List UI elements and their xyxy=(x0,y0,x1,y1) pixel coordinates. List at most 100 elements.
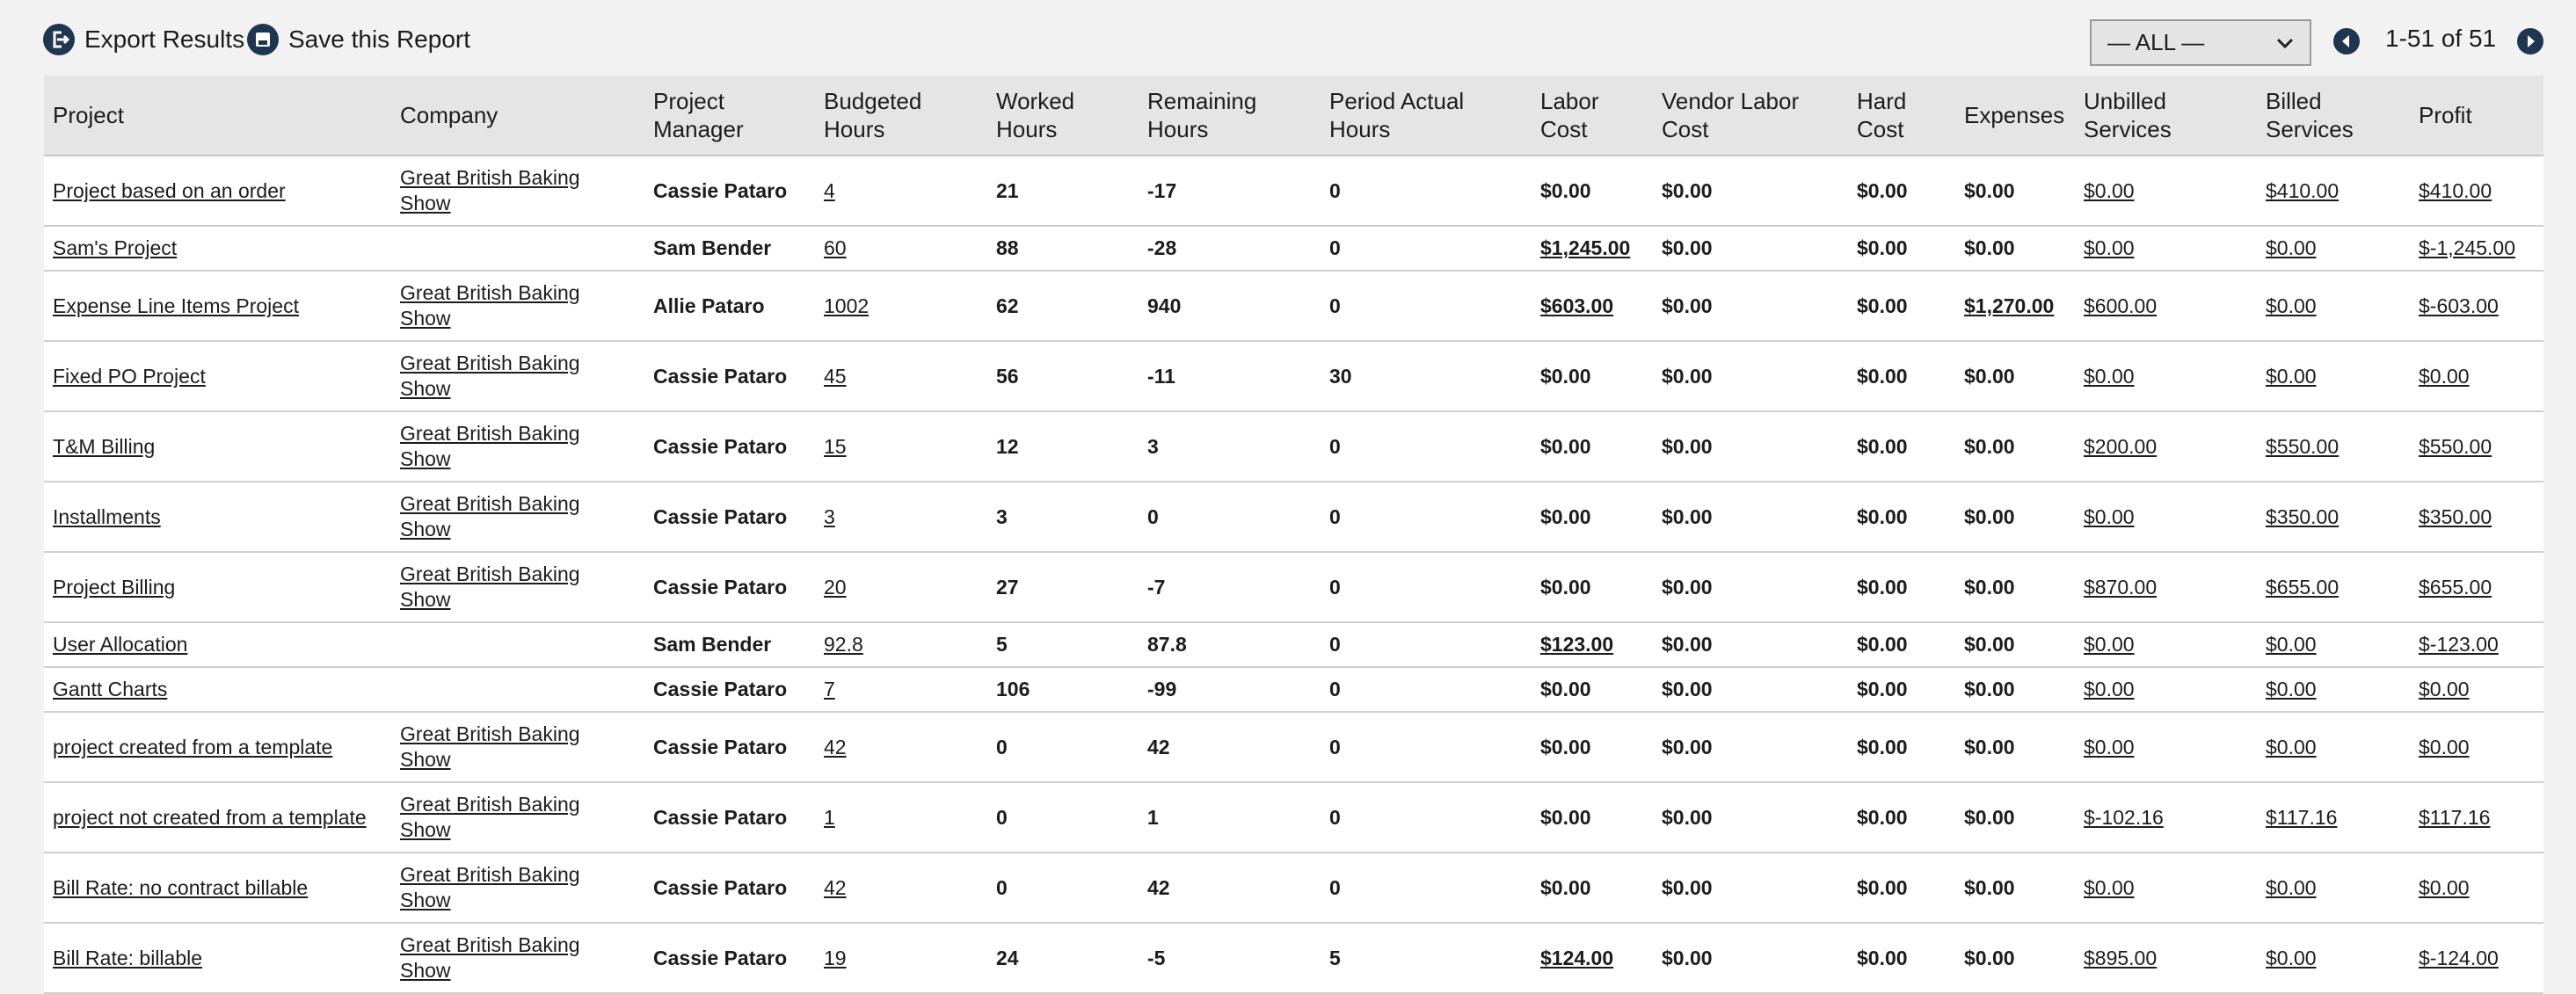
cell-link[interactable]: $117.16 xyxy=(2266,805,2338,829)
prev-page[interactable] xyxy=(2332,27,2361,55)
cell-link[interactable]: 4 xyxy=(824,178,835,202)
cell-link[interactable]: 15 xyxy=(824,434,847,458)
cell-link[interactable]: $-124.00 xyxy=(2419,946,2499,969)
cell-link[interactable]: $600.00 xyxy=(2084,294,2158,317)
cell-link[interactable]: $895.00 xyxy=(2084,946,2158,969)
cell-link[interactable]: $0.00 xyxy=(2266,678,2317,700)
cell-link[interactable]: T&M Billing xyxy=(53,434,156,458)
cell-link[interactable]: $550.00 xyxy=(2266,434,2340,458)
cell-link[interactable]: $0.00 xyxy=(2266,633,2317,656)
cell-text: $0.00 xyxy=(1857,178,1908,202)
cell-link[interactable]: Great British Baking Show xyxy=(400,722,580,771)
cell-link[interactable]: Great British Baking Show xyxy=(400,793,580,841)
cell-link[interactable]: 42 xyxy=(824,875,847,899)
cell-link[interactable]: Sam's Project xyxy=(53,236,178,259)
table-cell: 0 xyxy=(1321,411,1532,482)
cell-link[interactable]: $0.00 xyxy=(2084,364,2135,388)
cell-link[interactable]: Great British Baking Show xyxy=(400,422,580,470)
table-cell: $0.00 xyxy=(2075,853,2257,924)
cell-link[interactable]: $0.00 xyxy=(2084,504,2135,528)
cell-text: -17 xyxy=(1147,178,1177,202)
save-icon xyxy=(247,24,279,55)
cell-link[interactable]: $0.00 xyxy=(2084,678,2135,700)
cell-link[interactable]: 19 xyxy=(824,946,847,969)
cell-link[interactable]: Great British Baking Show xyxy=(400,562,580,611)
cell-link[interactable]: $0.00 xyxy=(2266,236,2317,259)
cell-link[interactable]: Bill Rate: no contract billable xyxy=(53,875,309,899)
cell-link[interactable]: Great British Baking Show xyxy=(400,492,580,541)
cell-link[interactable]: Installments xyxy=(53,504,161,528)
cell-link[interactable]: 7 xyxy=(824,678,835,700)
cell-link[interactable]: $410.00 xyxy=(2419,178,2492,202)
cell-link[interactable]: Bill Rate: billable xyxy=(53,946,203,969)
cell-text: 5 xyxy=(1329,946,1341,969)
cell-link[interactable]: $-603.00 xyxy=(2419,294,2499,317)
cell-link[interactable]: Project Billing xyxy=(53,575,176,599)
cell-link[interactable]: 60 xyxy=(824,236,847,259)
filter-select[interactable]: — ALL — xyxy=(2090,19,2311,66)
cell-link[interactable]: 42 xyxy=(824,735,847,758)
cell-link[interactable]: $-1,245.00 xyxy=(2419,236,2515,259)
cell-link[interactable]: $-123.00 xyxy=(2419,633,2499,656)
cell-link[interactable]: 20 xyxy=(824,575,847,599)
cell-link[interactable]: 3 xyxy=(824,504,835,528)
cell-link[interactable]: Great British Baking Show xyxy=(400,352,580,400)
cell-link[interactable]: $0.00 xyxy=(2084,236,2135,259)
cell-link[interactable]: $117.16 xyxy=(2419,805,2491,829)
table-cell: Great British Baking Show xyxy=(391,712,644,783)
table-cell: project created from a template xyxy=(44,712,391,783)
cell-link[interactable]: $124.00 xyxy=(1540,946,1614,969)
cell-link[interactable]: $0.00 xyxy=(2084,633,2135,656)
cell-text: 0 xyxy=(1329,805,1341,829)
cell-link[interactable]: $0.00 xyxy=(2084,178,2135,202)
table-cell: $0.00 xyxy=(1955,622,2075,668)
cell-link[interactable]: $603.00 xyxy=(1540,294,1614,317)
table-cell: $0.00 xyxy=(2257,622,2410,668)
cell-link[interactable]: $350.00 xyxy=(2419,504,2492,528)
cell-link[interactable]: $0.00 xyxy=(2419,875,2470,899)
cell-link[interactable]: Great British Baking Show xyxy=(400,281,580,330)
cell-link[interactable]: $655.00 xyxy=(2419,575,2492,599)
cell-link[interactable]: 92.8 xyxy=(824,633,863,656)
cell-link[interactable]: $0.00 xyxy=(2419,678,2470,700)
cell-text: $0.00 xyxy=(1964,946,2015,969)
cell-link[interactable]: $350.00 xyxy=(2266,504,2340,528)
cell-link[interactable]: $1,245.00 xyxy=(1540,236,1631,259)
cell-link[interactable]: $0.00 xyxy=(2266,735,2317,758)
cell-link[interactable]: Fixed PO Project xyxy=(53,364,206,388)
table-cell: $870.00 xyxy=(2075,552,2257,623)
cell-link[interactable]: $1,270.00 xyxy=(1964,294,2055,317)
cell-link[interactable]: $0.00 xyxy=(2266,875,2317,899)
cell-link[interactable]: $123.00 xyxy=(1540,633,1614,656)
next-page[interactable] xyxy=(2516,27,2544,55)
cell-link[interactable]: 1 xyxy=(824,805,835,829)
cell-link[interactable]: $410.00 xyxy=(2266,178,2340,202)
cell-link[interactable]: Great British Baking Show xyxy=(400,863,580,911)
cell-link[interactable]: 45 xyxy=(824,364,847,388)
cell-link[interactable]: $0.00 xyxy=(2266,294,2317,317)
cell-link[interactable]: $870.00 xyxy=(2084,575,2158,599)
cell-link[interactable]: Project based on an order xyxy=(53,178,286,202)
cell-link[interactable]: Great British Baking Show xyxy=(400,933,580,982)
cell-link[interactable]: Great British Baking Show xyxy=(400,166,580,214)
cell-link[interactable]: $-102.16 xyxy=(2084,805,2164,829)
cell-link[interactable]: $0.00 xyxy=(2084,735,2135,758)
cell-link[interactable]: project not created from a template xyxy=(53,805,367,829)
cell-link[interactable]: project created from a template xyxy=(53,735,333,758)
cell-link[interactable]: $550.00 xyxy=(2419,434,2492,458)
cell-link[interactable]: $0.00 xyxy=(2084,875,2135,899)
cell-text: 106 xyxy=(996,678,1030,700)
cell-link[interactable]: Expense Line Items Project xyxy=(53,294,299,317)
cell-link[interactable]: $655.00 xyxy=(2266,575,2340,599)
export-button[interactable]: Export Results xyxy=(42,23,244,56)
cell-link[interactable]: $0.00 xyxy=(2266,364,2317,388)
cell-link[interactable]: Gantt Charts xyxy=(53,678,168,700)
cell-link[interactable]: $0.00 xyxy=(2266,946,2317,969)
cell-link[interactable]: $200.00 xyxy=(2084,434,2158,458)
cell-link[interactable]: $0.00 xyxy=(2419,364,2470,388)
cell-link[interactable]: User Allocation xyxy=(53,633,188,656)
cell-link[interactable]: $0.00 xyxy=(2419,735,2470,758)
save-button[interactable]: Save this Report xyxy=(246,23,470,56)
cell-text: Sam Bender xyxy=(653,633,772,656)
cell-link[interactable]: 1002 xyxy=(824,294,870,317)
